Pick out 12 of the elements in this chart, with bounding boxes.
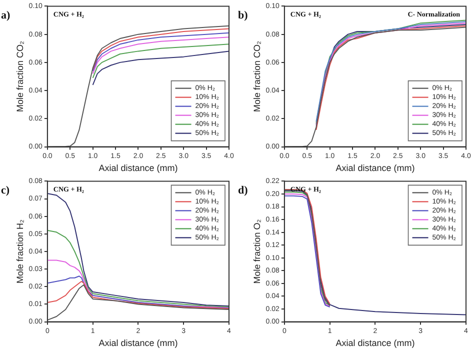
y-axis-title: Mole fraction CO₂: [252, 40, 262, 112]
chart-title: b): [238, 10, 248, 22]
chart-title: c): [1, 184, 10, 197]
chart-title: a): [1, 10, 10, 22]
x-axis-title: Axial distance (mm): [98, 163, 178, 174]
x-axis-title: Axial distance (mm): [98, 338, 178, 348]
y-axis-title: Mole fraction H₂: [14, 218, 25, 284]
chart-title: d): [238, 184, 248, 197]
x-axis-title: Axial distance (mm): [336, 163, 415, 174]
y-axis-title: Mole fraction CO₂: [14, 40, 25, 112]
x-axis-title: Axial distance (mm): [336, 338, 415, 348]
y-axis-title: Mole fraction O₂: [252, 218, 262, 284]
